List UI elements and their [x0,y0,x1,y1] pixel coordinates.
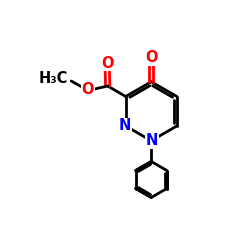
Text: O: O [101,56,114,70]
Text: N: N [119,118,132,134]
Text: H₃C: H₃C [39,71,68,86]
Text: N: N [146,133,158,148]
Text: O: O [82,82,94,97]
Text: O: O [145,50,158,66]
